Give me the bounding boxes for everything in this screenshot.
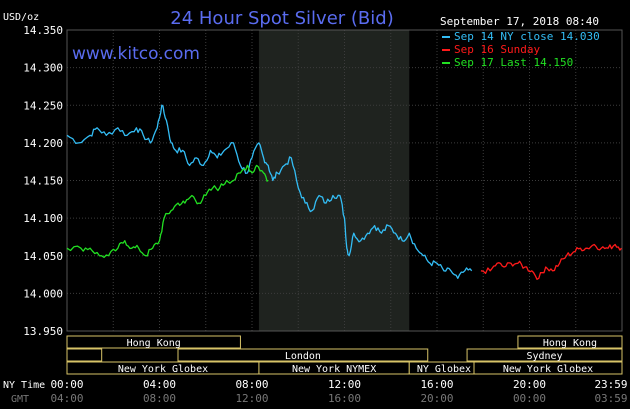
y-tick-label: 14.100 <box>23 212 63 225</box>
y-tick-labels: 14.350 14.300 14.250 14.200 14.150 14.100 14.0… <box>23 24 63 338</box>
y-tick-label: 14.300 <box>23 62 63 75</box>
session-label: New York Globex <box>503 364 593 375</box>
y-tick-label: 14.350 <box>23 24 63 37</box>
y-tick-label: 14.050 <box>23 250 63 263</box>
x-tick-gmt: 20:00 <box>420 392 453 405</box>
session-label: Sydney <box>526 351 562 362</box>
session-label: Hong Kong <box>543 338 597 349</box>
session-bar <box>66 348 103 362</box>
x-tick-ny: 00:00 <box>50 378 83 391</box>
x-axis-gmt-label: GMT <box>11 394 29 405</box>
series-line <box>66 164 269 259</box>
x-tick-gmt: 12:00 <box>235 392 268 405</box>
legend-label: Sep 16 Sunday <box>454 43 540 56</box>
x-tick-gmt: 16:00 <box>328 392 361 405</box>
session-bar <box>177 348 429 362</box>
series-line <box>480 243 622 280</box>
y-tick-label: 14.150 <box>23 175 63 188</box>
session-label: London <box>285 351 321 362</box>
gridlines <box>66 29 623 332</box>
x-tick-gmt: 08:00 <box>143 392 176 405</box>
y-tick-label: 14.200 <box>23 137 63 150</box>
session-bar <box>466 348 623 362</box>
chart-title: 24 Hour Spot Silver (Bid) <box>170 8 393 29</box>
session-bar <box>66 335 241 349</box>
series-line <box>66 104 473 279</box>
trading-sessions: Hong Kong London New York Globex New York N… <box>66 335 623 375</box>
session-label: New York Globex <box>118 364 208 375</box>
x-tick-gmt: 04:00 <box>50 392 83 405</box>
price-series <box>66 104 622 280</box>
session-label: New York NYMEX <box>292 364 376 375</box>
y-axis-unit-label: USD/oz <box>3 12 39 23</box>
legend-label: Sep 14 NY close 14.030 <box>454 30 600 43</box>
y-tick-label: 14.250 <box>23 99 63 112</box>
x-tick-gmt: 00:00 <box>513 392 546 405</box>
website-label: www.kitco.com <box>72 44 200 64</box>
session-label: NY Globex <box>417 364 471 375</box>
y-tick-label: 13.950 <box>23 325 63 338</box>
x-tick-ny: 04:00 <box>143 378 176 391</box>
x-tick-ny: 08:00 <box>235 378 268 391</box>
x-tick-ny: 12:00 <box>328 378 361 391</box>
session-label: Hong Kong <box>127 338 181 349</box>
y-tick-label: 14.000 <box>23 287 63 300</box>
x-axis-ny-label: NY Time <box>3 380 45 391</box>
x-tick-ny: 20:00 <box>513 378 546 391</box>
x-tick-labels: 00:0004:0004:0008:0008:0012:0012:0016:00… <box>50 378 627 405</box>
x-tick-ny: 23:59 <box>594 378 627 391</box>
x-tick-ny: 16:00 <box>420 378 453 391</box>
session-bar <box>517 335 623 349</box>
session-bar <box>473 361 623 375</box>
legend-label: Sep 17 Last 14.150 <box>454 56 573 69</box>
plot-frame <box>66 29 623 332</box>
x-tick-gmt: 03:59 <box>594 392 627 405</box>
timestamp: September 17, 2018 08:40 <box>440 15 599 28</box>
